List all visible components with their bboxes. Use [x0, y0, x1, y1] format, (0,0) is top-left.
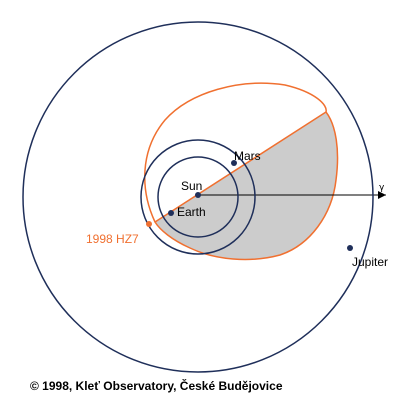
asteroid-dot [146, 221, 152, 227]
credit-text: © 1998, Kleť Observatory, České Budějovi… [30, 378, 283, 393]
line-of-nodes [154, 111, 327, 223]
sun-label: Sun [181, 179, 202, 193]
mars-label: Mars [234, 149, 261, 163]
mars-orbit [140, 139, 256, 255]
jupiter-label: Jupiter [352, 255, 388, 269]
asteroid-orbit [144, 82, 339, 261]
equinox-arrow-icon [378, 191, 386, 199]
earth-orbit [157, 156, 239, 238]
vernal-equinox-label: γ [379, 183, 385, 193]
sun-dot [195, 192, 201, 198]
earth-label: Earth [177, 205, 206, 219]
asteroid-label: 1998 HZ7 [86, 232, 139, 246]
mars-dot [231, 160, 237, 166]
earth-dot [168, 210, 174, 216]
jupiter-orbit [22, 21, 374, 373]
shaded-region [155, 112, 338, 260]
jupiter-dot [347, 245, 353, 251]
